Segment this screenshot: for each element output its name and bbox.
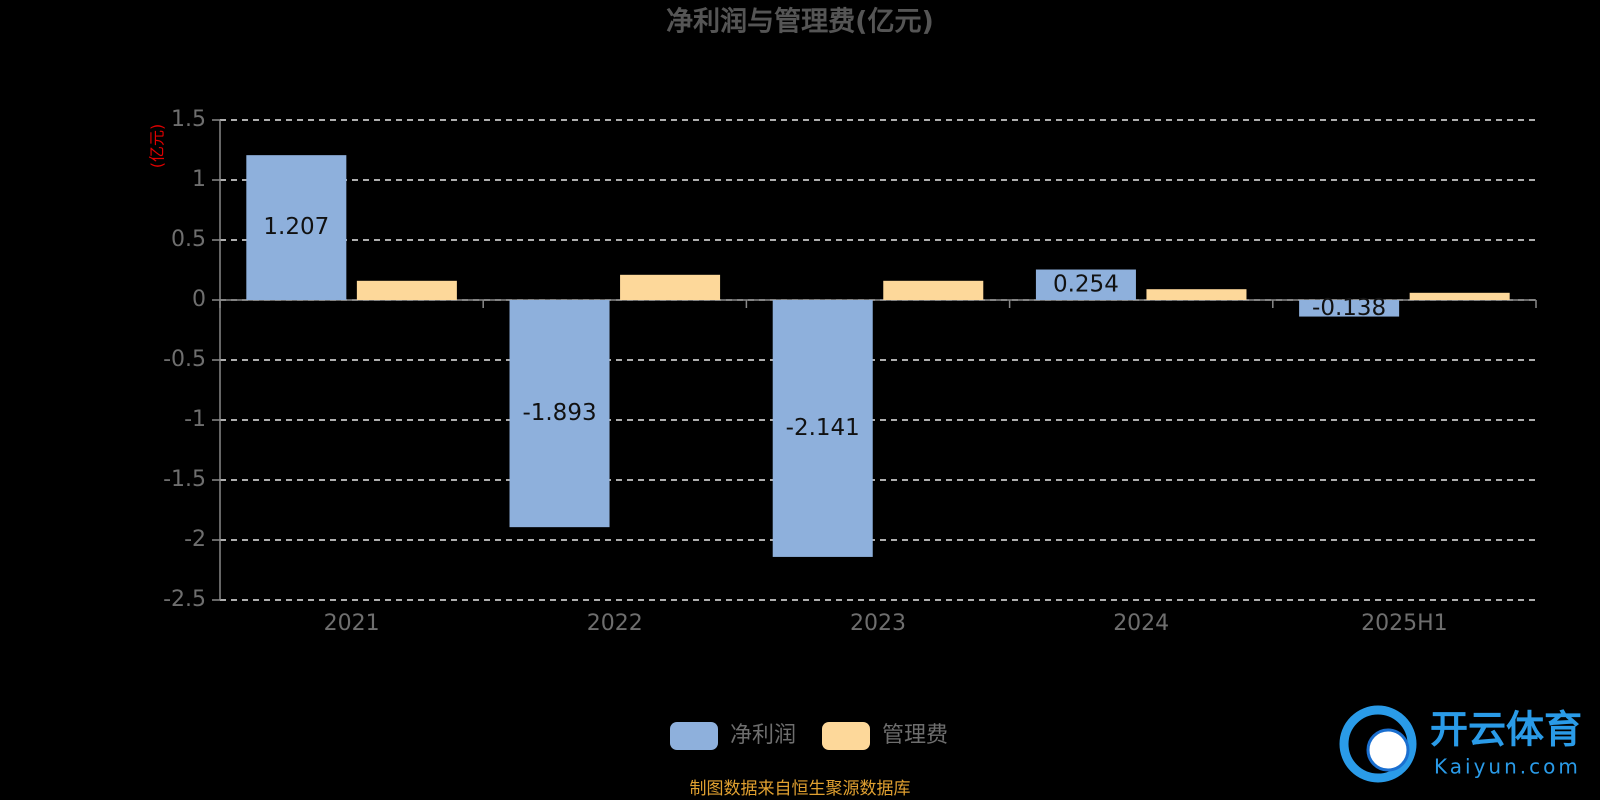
y-tick-label: -1: [184, 407, 206, 432]
legend-label: 管理费: [882, 723, 948, 748]
bar: [356, 280, 457, 300]
bar: [1409, 292, 1510, 300]
y-axis-label: (亿元): [148, 124, 167, 169]
y-tick-label: -0.5: [163, 347, 206, 372]
logo-ring: [1339, 705, 1417, 783]
data-label: -0.138: [1312, 295, 1386, 321]
y-tick-label: -2.5: [163, 587, 206, 612]
y-tick-label: 1: [192, 167, 206, 192]
legend-swatch: [670, 722, 718, 750]
source-note: 制图数据来自恒生聚源数据库: [690, 779, 911, 799]
legend-swatch: [822, 722, 870, 750]
bar: [883, 280, 984, 300]
bar: [1299, 300, 1400, 317]
watermark-site: Kaiyun.com: [1434, 755, 1581, 779]
data-label: -1.893: [522, 400, 596, 426]
bar: [509, 300, 610, 528]
bar: [1146, 289, 1247, 300]
x-tick-label: 2024: [1113, 611, 1169, 636]
y-tick-label: -2: [184, 527, 206, 552]
y-tick-label: 0: [192, 287, 206, 312]
x-tick-label: 2023: [850, 611, 906, 636]
watermark: 开云体育 Kaiyun.com: [1339, 705, 1582, 783]
y-tick-label: 1.5: [171, 107, 206, 132]
x-tick-label: 2021: [324, 611, 380, 636]
watermark-brand: 开云体育: [1430, 708, 1582, 752]
bar: [246, 155, 347, 300]
y-tick-label: 0.5: [171, 227, 206, 252]
data-label: -2.141: [786, 415, 860, 441]
bar: [772, 300, 873, 557]
x-tick-label: 2025H1: [1361, 611, 1448, 636]
legend-label: 净利润: [730, 723, 796, 748]
logo-ball: [1366, 728, 1410, 772]
data-label: 0.254: [1053, 271, 1119, 297]
x-tick-label: 2022: [587, 611, 643, 636]
bar: [620, 274, 721, 300]
chart-title: 净利润与管理费(亿元): [666, 6, 934, 38]
y-tick-label: -1.5: [163, 467, 206, 492]
bar: [1035, 269, 1136, 300]
data-label: 1.207: [263, 214, 329, 240]
